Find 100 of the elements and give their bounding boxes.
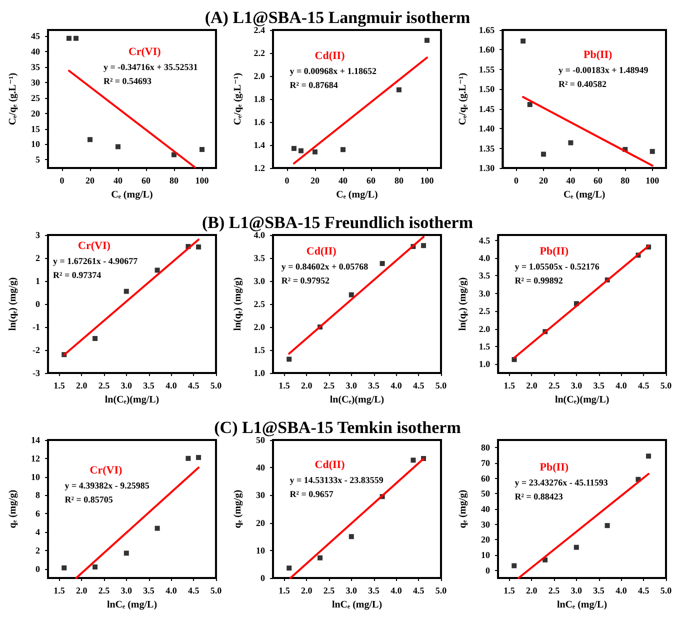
y-tick-label: 8 [36,490,40,500]
point [124,550,129,556]
x-tick-label: 40 [338,176,348,186]
annotation: y = 1.67261x - 4.90677 [53,256,138,266]
chart-title: (C) L1@SBA-15 Temkin isotherm [214,418,461,437]
x-tick-label: 5.0 [435,586,448,596]
x-tick-label: 0 [514,176,520,186]
x-tick-label: 3.5 [368,380,380,390]
point [540,152,546,157]
y-tick-label: 10 [31,472,40,482]
x-tick-label: 2.5 [323,380,336,390]
point [88,137,92,142]
text: Cr(VI) [78,240,111,252]
x-axis-title: ln(Cₑ)(mg/L) [330,394,384,406]
point [186,456,191,461]
x-tick-label: 2.5 [323,586,336,596]
x-tick-label: 3.0 [346,586,358,596]
y-tick-label: 1.45 [478,104,496,114]
y-tick-label: 30 [481,519,490,530]
y-tick-label: 10 [256,545,266,556]
x-axis-title: ln(Cₑ)(mg/L) [104,394,160,406]
x-tick-label: 2.5 [98,380,110,390]
y-tick-label: 3 [36,230,40,240]
y-tick-label: 5 [36,154,40,165]
y-tick-label: 70 [481,458,490,468]
x-tick-label: 4.5 [188,380,200,390]
y-tick-label: 25 [31,92,40,103]
y-tick-label: 10 [481,550,490,560]
point [292,146,296,151]
x-tick-label: 3.0 [570,380,583,390]
point [312,149,318,154]
y-tick-label: -2 [32,345,40,355]
x-tick-label: 0 [284,176,290,186]
x-axis-title: Cₑ (mg/L) [111,189,153,200]
x-tick-label: 4.0 [390,380,402,390]
annotation: y = 4.39382x - 9.25985 [64,480,150,490]
y-tick-label: 2.4 [254,25,266,35]
x-tick-label: 5.0 [210,586,222,596]
text: Cd(II) [306,246,337,258]
y-axis-title: ln(qₑ) (mg/g) [232,277,244,331]
x-tick-label: 4.5 [412,380,425,390]
x-axis-title: lnCₑ (mg/L) [106,599,158,610]
point [298,148,304,154]
x-tick-label: 3.5 [593,586,605,596]
x-tick-label: 60 [142,176,151,186]
y-tick-label: 40 [481,504,490,514]
x-tick-label: 4.5 [188,586,200,596]
y-tick-label: 2.0 [254,71,266,81]
point [421,243,426,248]
annotation: R² = 0.40582 [558,78,608,89]
point [196,244,202,250]
y-tick-label: 2.0 [478,324,491,334]
y-tick-label: 4.0 [478,253,491,263]
point [286,566,292,571]
y-tick-label: 1.50 [478,84,496,94]
annotation: R² = 0.85705 [64,494,114,504]
y-tick-label: 20 [256,518,266,528]
text: Pb(II) [540,246,569,258]
text: Pb(II) [540,462,569,474]
x-tick-label: 2.0 [526,586,538,596]
point [348,292,354,298]
y-tick-label: 1 [36,276,40,286]
x-tick-label: 100 [646,176,660,186]
y-axis-title: Cₑ/qₑ (g.L⁻¹) [458,72,468,126]
point [410,458,416,463]
x-tick-label: 80 [620,176,630,186]
x-tick-label: 2.0 [76,586,88,596]
x-tick-label: 4.5 [412,586,425,596]
y-tick-label: 1.65 [478,25,496,35]
y-tick-label: 0 [36,564,40,574]
text: Cd(II) [314,458,346,471]
chart-title: (A) L1@SBA-15 Langmuir isotherm [204,8,470,27]
x-tick-label: 3.5 [593,380,605,390]
y-tick-label: 10 [31,139,40,150]
chart-title: (B) L1@SBA-15 Freundlich isotherm [202,213,473,232]
y-tick-label: 3.5 [478,270,491,281]
y-tick-label: 20 [31,108,40,118]
annotation: R² = 0.9657 [290,488,334,499]
point [380,261,385,266]
point [154,526,160,531]
x-tick-label: 2.5 [98,586,110,596]
x-tick-label: 1.5 [278,380,290,390]
y-tick-label: 40 [256,462,266,473]
y-tick-label: 30 [256,490,266,500]
y-tick-label: -1 [32,322,40,332]
y-axis-title: qₑ (mg/g) [8,490,18,528]
point [568,140,574,146]
x-tick-label: 1.5 [278,586,290,596]
y-tick-label: 12 [31,453,40,464]
annotation: R² = 0.97952 [281,276,330,286]
y-tick-label: 2.2 [254,48,266,58]
annotation: y = -0.34716x + 35.52531 [103,62,198,72]
x-tick-label: 1.5 [504,586,516,596]
y-tick-label: 50 [481,488,490,499]
x-tick-label: 20 [538,176,548,186]
y-tick-label: 4.5 [478,235,491,246]
x-tick-label: 80 [170,176,179,186]
annotation: y = 0.84602x + 0.05768 [281,262,369,272]
x-axis-title: lnCₑ (mg/L) [556,599,608,610]
x-tick-label: 4.0 [616,586,628,596]
